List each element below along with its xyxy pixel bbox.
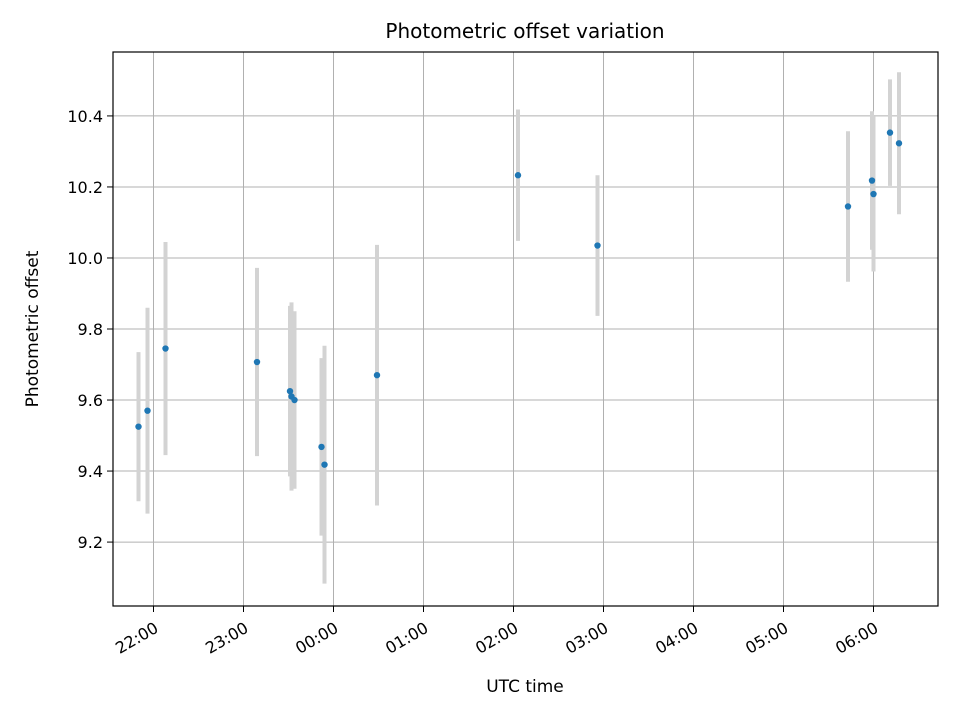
y-tick-label: 9.2: [78, 533, 103, 552]
data-point: [253, 358, 261, 366]
data-point: [318, 443, 325, 451]
data-point: [162, 345, 169, 352]
data-points: [135, 129, 903, 468]
data-point: [870, 190, 877, 198]
data-point: [886, 129, 894, 136]
y-tick-label: 9.8: [78, 320, 103, 339]
grid: [113, 52, 938, 606]
data-point: [286, 387, 294, 395]
data-point: [868, 177, 876, 184]
data-point: [895, 140, 903, 147]
y-axis-label: Photometric offset: [23, 250, 43, 407]
data-point: [144, 407, 151, 414]
y-axis: 9.2 9.4 9.6 9.8 10.0 10.2 10.4: [67, 107, 113, 552]
data-point: [291, 396, 298, 404]
y-tick-label: 10.0: [67, 249, 103, 268]
y-tick-label: 9.6: [78, 391, 103, 410]
x-axis-label: UTC time: [486, 677, 564, 697]
y-tick-label: 9.4: [78, 462, 103, 481]
y-tick-label: 10.2: [67, 178, 103, 197]
data-point: [844, 203, 852, 210]
data-point: [514, 172, 522, 179]
data-point: [135, 423, 142, 430]
data-point: [321, 461, 328, 468]
data-point: [594, 242, 601, 249]
chart-title: Photometric offset variation: [385, 19, 664, 43]
y-tick-label: 10.4: [67, 107, 103, 126]
data-point: [373, 371, 381, 379]
